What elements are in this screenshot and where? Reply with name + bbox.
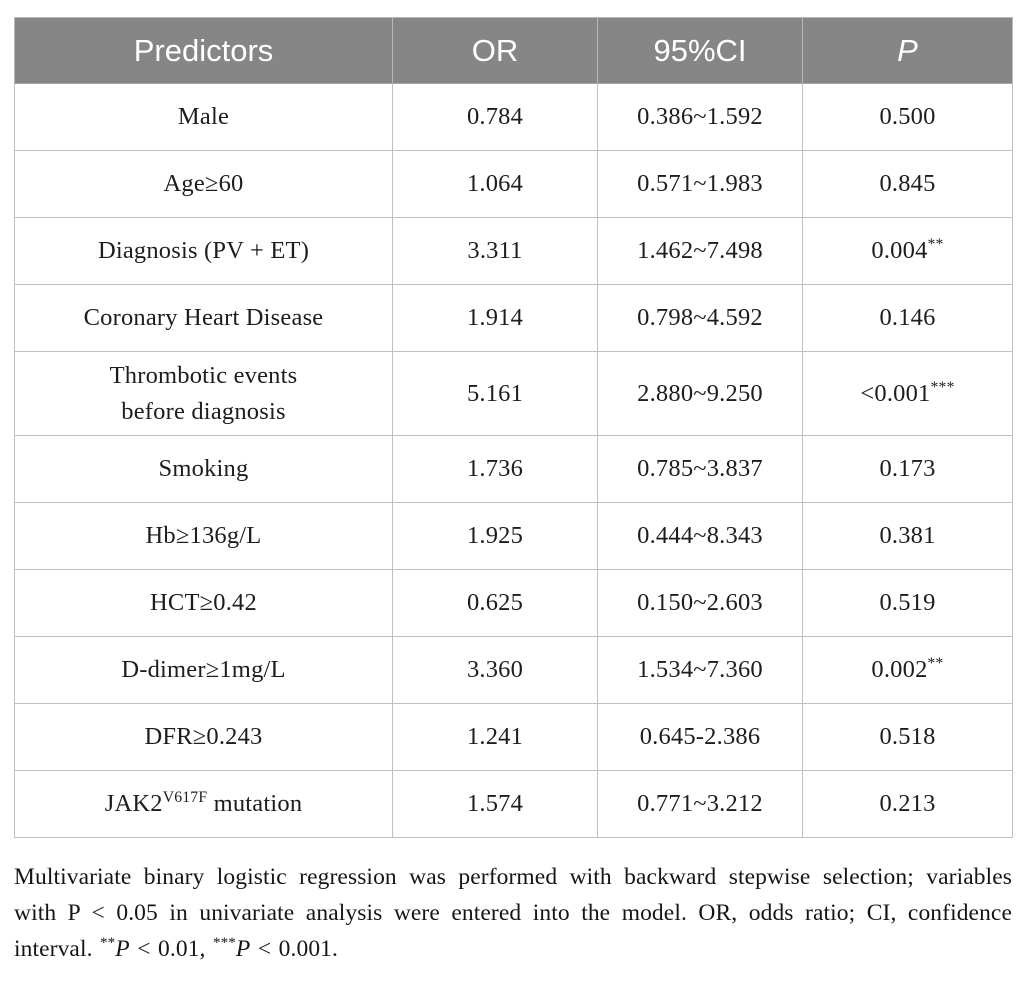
cell-p: 0.173 <box>802 435 1013 504</box>
footnote-sig1-stars: ** <box>100 935 116 952</box>
cell-or: 3.311 <box>392 217 598 285</box>
cell-ci: 1.462~7.498 <box>597 217 803 285</box>
cell-p: 0.002** <box>802 636 1013 705</box>
cell-p: 0.845 <box>802 150 1013 218</box>
cell-or: 5.161 <box>392 350 598 437</box>
p-value: 0.173 <box>879 455 936 483</box>
p-value: 0.845 <box>879 170 936 197</box>
regression-table: Predictors OR 95%CI P Male 0.784 0.386~1… <box>14 17 1013 839</box>
table-row-dfr: DFR≥0.243 1.241 0.645-2.386 0.518 <box>14 703 1013 772</box>
p-value: 0.213 <box>879 790 936 818</box>
table-row-hct: HCT≥0.42 0.625 0.150~2.603 0.519 <box>14 569 1013 638</box>
predictor-text: Male <box>177 103 230 131</box>
p-value: 0.519 <box>879 589 936 617</box>
cell-ci: 0.798~4.592 <box>597 284 803 352</box>
cell-or: 0.784 <box>392 83 598 151</box>
header-row: Predictors OR 95%CI P <box>14 17 1013 84</box>
p-value: 0.381 <box>879 522 936 550</box>
table-row-smoking: Smoking 1.736 0.785~3.837 0.173 <box>14 435 1013 504</box>
cell-predictor: Age≥60 <box>14 150 393 218</box>
cell-p: 0.518 <box>802 703 1013 772</box>
p-value: 0.146 <box>879 304 936 331</box>
predictor-text: D-dimer≥1mg/L <box>121 656 286 684</box>
p-value: 0.002 <box>871 656 928 684</box>
predictor-text: Diagnosis (PV + ET) <box>97 237 310 265</box>
predictor-superscript: V617F <box>162 789 208 807</box>
cell-p: <0.001*** <box>802 350 1013 437</box>
cell-or: 1.925 <box>392 502 598 571</box>
cell-predictor: Male <box>14 83 393 151</box>
cell-or: 1.736 <box>392 435 598 504</box>
cell-p: 0.381 <box>802 502 1013 571</box>
paper-table-figure: Predictors OR 95%CI P Male 0.784 0.386~1… <box>14 17 1013 968</box>
column-header-predictors: Predictors <box>14 17 393 84</box>
p-value: 0.004 <box>871 237 928 264</box>
table-row-diagnosis: Diagnosis (PV + ET) 3.311 1.462~7.498 0.… <box>14 217 1013 285</box>
cell-predictor: Coronary Heart Disease <box>14 284 393 352</box>
table-row-male: Male 0.784 0.386~1.592 0.500 <box>14 83 1013 151</box>
footnote-sig2-rest: < 0.001. <box>250 936 338 963</box>
cell-predictor: DFR≥0.243 <box>14 703 393 772</box>
p-significance: ** <box>927 654 944 672</box>
cell-or: 1.914 <box>392 284 598 352</box>
predictor-text: Age≥60 <box>163 170 244 198</box>
cell-ci: 0.571~1.983 <box>597 150 803 218</box>
table-row-d-dimer: D-dimer≥1mg/L 3.360 1.534~7.360 0.002** <box>14 636 1013 705</box>
table-row-coronary-heart-disease: Coronary Heart Disease 1.914 0.798~4.592… <box>14 284 1013 352</box>
table-row-hb: Hb≥136g/L 1.925 0.444~8.343 0.381 <box>14 502 1013 571</box>
footnote-sig2-stars: *** <box>213 935 236 952</box>
cell-predictor: JAK2V617F mutation <box>14 770 393 839</box>
cell-predictor: Thrombotic events before diagnosis <box>14 350 393 437</box>
p-value: 0.518 <box>879 723 936 751</box>
cell-ci: 2.880~9.250 <box>597 350 803 437</box>
cell-ci: 1.534~7.360 <box>597 636 803 705</box>
column-header-or: OR <box>392 17 598 84</box>
cell-predictor: D-dimer≥1mg/L <box>14 636 393 705</box>
cell-p: 0.213 <box>802 770 1013 839</box>
cell-p: 0.500 <box>802 83 1013 151</box>
cell-ci: 0.386~1.592 <box>597 83 803 151</box>
predictor-text: DFR≥0.243 <box>144 723 263 751</box>
p-significance: ** <box>927 235 944 253</box>
p-value: 0.500 <box>879 103 936 130</box>
cell-p: 0.146 <box>802 284 1013 352</box>
p-significance: *** <box>930 378 955 396</box>
cell-predictor: HCT≥0.42 <box>14 569 393 638</box>
footnote-sig1-p: P <box>115 936 130 963</box>
cell-or: 1.241 <box>392 703 598 772</box>
cell-predictor: Hb≥136g/L <box>14 502 393 571</box>
column-header-p: P <box>802 17 1013 84</box>
cell-ci: 0.785~3.837 <box>597 435 803 504</box>
footnote-main-text: Multivariate binary logistic regression … <box>14 864 1012 963</box>
cell-ci: 0.645-2.386 <box>597 703 803 772</box>
table-row-jak2: JAK2V617F mutation 1.574 0.771~3.212 0.2… <box>14 770 1013 839</box>
cell-p: 0.519 <box>802 569 1013 638</box>
cell-p: 0.004** <box>802 217 1013 285</box>
cell-ci: 0.150~2.603 <box>597 569 803 638</box>
footnote-sig1-rest: < 0.01, <box>129 936 214 963</box>
cell-or: 1.574 <box>392 770 598 839</box>
footnote-sig2-p: P <box>235 936 251 963</box>
predictor-text: Smoking <box>158 455 249 483</box>
column-header-ci: 95%CI <box>597 17 803 84</box>
cell-or: 3.360 <box>392 636 598 705</box>
table-row-thrombotic-events: Thrombotic events before diagnosis 5.161… <box>14 350 1013 437</box>
predictor-text: JAK2 <box>104 790 163 818</box>
cell-ci: 0.444~8.343 <box>597 502 803 571</box>
p-value: <0.001 <box>860 379 931 407</box>
predictor-suffix: mutation <box>207 790 303 818</box>
table-footnote: Multivariate binary logistic regression … <box>14 859 1012 968</box>
cell-or: 1.064 <box>392 150 598 218</box>
predictor-text: Thrombotic events before diagnosis <box>109 362 298 425</box>
cell-predictor: Smoking <box>14 435 393 504</box>
table-row-age: Age≥60 1.064 0.571~1.983 0.845 <box>14 150 1013 218</box>
cell-ci: 0.771~3.212 <box>597 770 803 839</box>
predictor-text: HCT≥0.42 <box>150 589 257 617</box>
predictor-text: Coronary Heart Disease <box>83 304 324 332</box>
cell-or: 0.625 <box>392 569 598 638</box>
predictor-text: Hb≥136g/L <box>145 522 262 550</box>
cell-predictor: Diagnosis (PV + ET) <box>14 217 393 285</box>
